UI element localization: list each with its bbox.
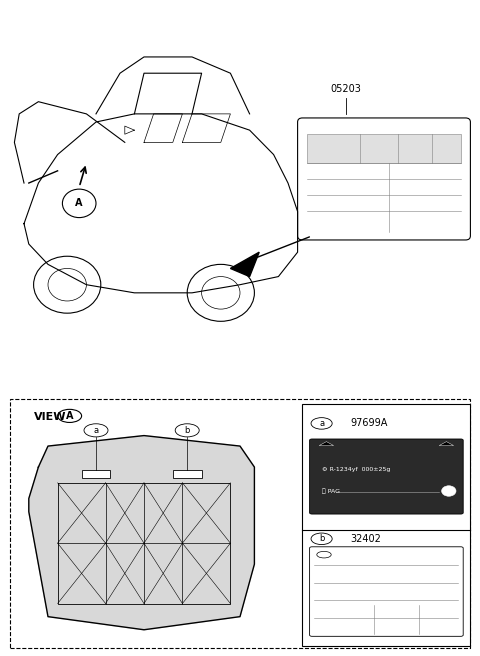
FancyBboxPatch shape (10, 399, 470, 648)
Text: 05203: 05203 (330, 85, 361, 94)
FancyBboxPatch shape (307, 134, 461, 163)
Polygon shape (319, 441, 334, 445)
Bar (302, 404, 470, 646)
FancyBboxPatch shape (298, 118, 470, 240)
Ellipse shape (317, 552, 331, 558)
Ellipse shape (442, 485, 456, 496)
Bar (82, 470, 110, 478)
Text: ⚙ R-1234yf  000±25g: ⚙ R-1234yf 000±25g (322, 467, 390, 472)
Text: 97699A: 97699A (350, 419, 388, 428)
Polygon shape (230, 252, 259, 277)
Polygon shape (29, 436, 254, 630)
Text: A: A (75, 198, 83, 209)
Text: 🧴 PAG: 🧴 PAG (322, 488, 340, 494)
Text: b: b (319, 535, 324, 543)
FancyBboxPatch shape (310, 439, 463, 514)
Text: b: b (184, 426, 190, 435)
Bar (173, 470, 202, 478)
Polygon shape (439, 441, 454, 445)
Text: a: a (94, 426, 98, 435)
Text: 32402: 32402 (350, 534, 381, 544)
FancyBboxPatch shape (310, 547, 463, 636)
Text: a: a (319, 419, 324, 428)
Text: VIEW: VIEW (34, 412, 66, 422)
Text: A: A (66, 411, 73, 421)
